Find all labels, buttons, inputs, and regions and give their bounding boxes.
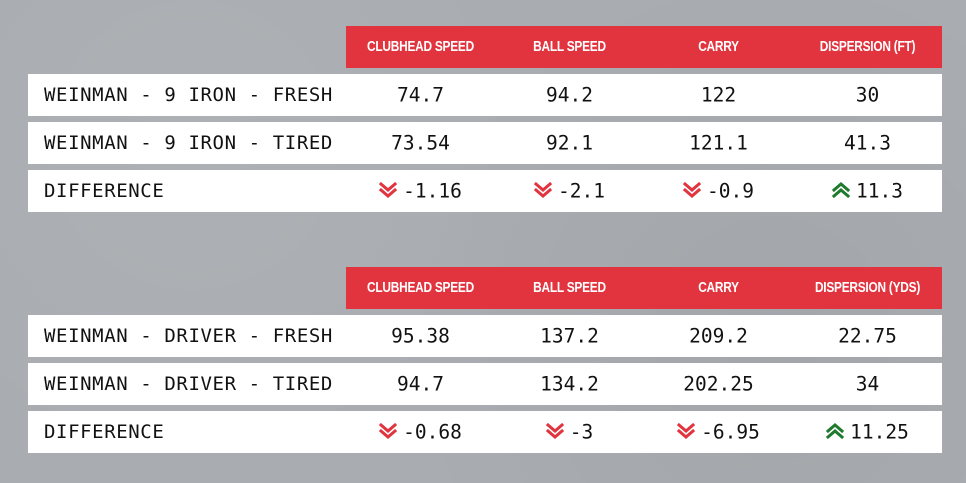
chevron-down-icon (379, 181, 398, 198)
table-row: WEINMAN - 9 IRON - TIRED 73.54 92.1 121.… (28, 122, 942, 164)
nine-iron-table: CLUBHEAD SPEED BALL SPEED CARRY DISPERSI… (28, 26, 942, 214)
row-label: WEINMAN - 9 IRON - TIRED (44, 132, 333, 154)
dispersion-value: 22.75 (838, 324, 897, 348)
carry-value: 209.2 (689, 324, 748, 348)
dispersion-value: 30 (855, 83, 880, 107)
chevron-up-icon (832, 181, 851, 198)
ball-speed-diff: -3 (495, 411, 644, 453)
table-header: CLUBHEAD SPEED BALL SPEED CARRY DISPERSI… (346, 267, 942, 309)
chevron-down-icon (545, 422, 564, 439)
difference-row: DIFFERENCE -1.16 -2.1 -0.9 11.3 (28, 170, 942, 212)
table-row: WEINMAN - 9 IRON - FRESH 74.7 94.2 122 3… (28, 74, 942, 116)
chevron-down-icon (683, 181, 702, 198)
row-label: WEINMAN - DRIVER - FRESH (44, 325, 333, 347)
driver-table: CLUBHEAD SPEED BALL SPEED CARRY DISPERSI… (28, 267, 942, 455)
table-row: WEINMAN - DRIVER - TIRED 94.7 134.2 202.… (28, 363, 942, 405)
carry-diff: -6.95 (644, 411, 793, 453)
ball-speed-value: 92.1 (546, 131, 593, 155)
table-header: CLUBHEAD SPEED BALL SPEED CARRY DISPERSI… (346, 26, 942, 68)
ball-speed-value: 134.2 (540, 372, 599, 396)
carry-value: 202.25 (683, 372, 754, 396)
clubhead-speed-value: 94.7 (397, 372, 444, 396)
carry-diff: -0.9 (644, 170, 793, 212)
header-ball-speed: BALL SPEED (533, 280, 606, 296)
header-clubhead-speed: CLUBHEAD SPEED (367, 280, 474, 296)
row-label: DIFFERENCE (44, 421, 165, 443)
dispersion-value: 41.3 (844, 131, 891, 155)
header-carry: CARRY (698, 280, 739, 296)
clubhead-speed-value: 73.54 (391, 131, 450, 155)
row-label: DIFFERENCE (44, 180, 165, 202)
chevron-down-icon (534, 181, 553, 198)
table-row: WEINMAN - DRIVER - FRESH 95.38 137.2 209… (28, 315, 942, 357)
carry-value: 122 (700, 83, 737, 107)
chevron-down-icon (677, 422, 696, 439)
carry-value: 121.1 (689, 131, 748, 155)
header-ball-speed: BALL SPEED (533, 39, 606, 55)
clubhead-speed-value: 74.7 (397, 83, 444, 107)
ball-speed-value: 137.2 (540, 324, 599, 348)
clubhead-speed-diff: -0.68 (346, 411, 495, 453)
ball-speed-diff: -2.1 (495, 170, 644, 212)
chevron-down-icon (379, 422, 398, 439)
difference-row: DIFFERENCE -0.68 -3 -6.95 11.25 (28, 411, 942, 453)
dispersion-diff: 11.25 (793, 411, 942, 453)
header-dispersion: DISPERSION (FT) (819, 39, 916, 55)
dispersion-diff: 11.3 (793, 170, 942, 212)
row-label: WEINMAN - 9 IRON - FRESH (44, 84, 333, 106)
header-dispersion: DISPERSION (YDS) (814, 280, 921, 296)
header-clubhead-speed: CLUBHEAD SPEED (367, 39, 474, 55)
row-label: WEINMAN - DRIVER - TIRED (44, 373, 333, 395)
chevron-up-icon (826, 422, 845, 439)
dispersion-value: 34 (855, 372, 880, 396)
header-carry: CARRY (698, 39, 739, 55)
clubhead-speed-diff: -1.16 (346, 170, 495, 212)
clubhead-speed-value: 95.38 (391, 324, 450, 348)
ball-speed-value: 94.2 (546, 83, 593, 107)
